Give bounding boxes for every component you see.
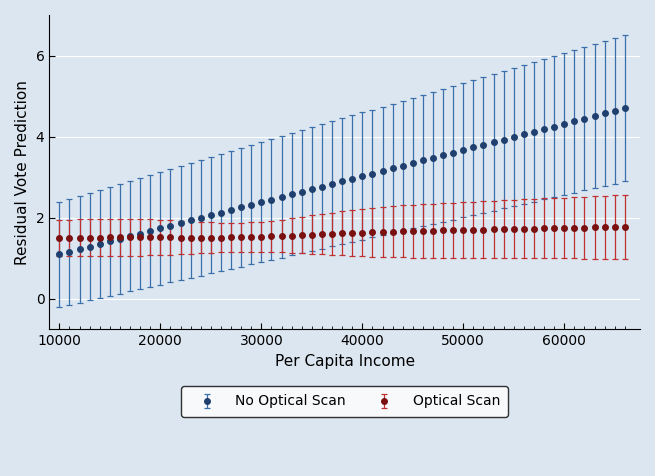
Legend: No Optical Scan, Optical Scan: No Optical Scan, Optical Scan (181, 386, 508, 417)
Y-axis label: Residual Vote Prediction: Residual Vote Prediction (15, 80, 30, 265)
X-axis label: Per Capita Income: Per Capita Income (274, 354, 415, 369)
